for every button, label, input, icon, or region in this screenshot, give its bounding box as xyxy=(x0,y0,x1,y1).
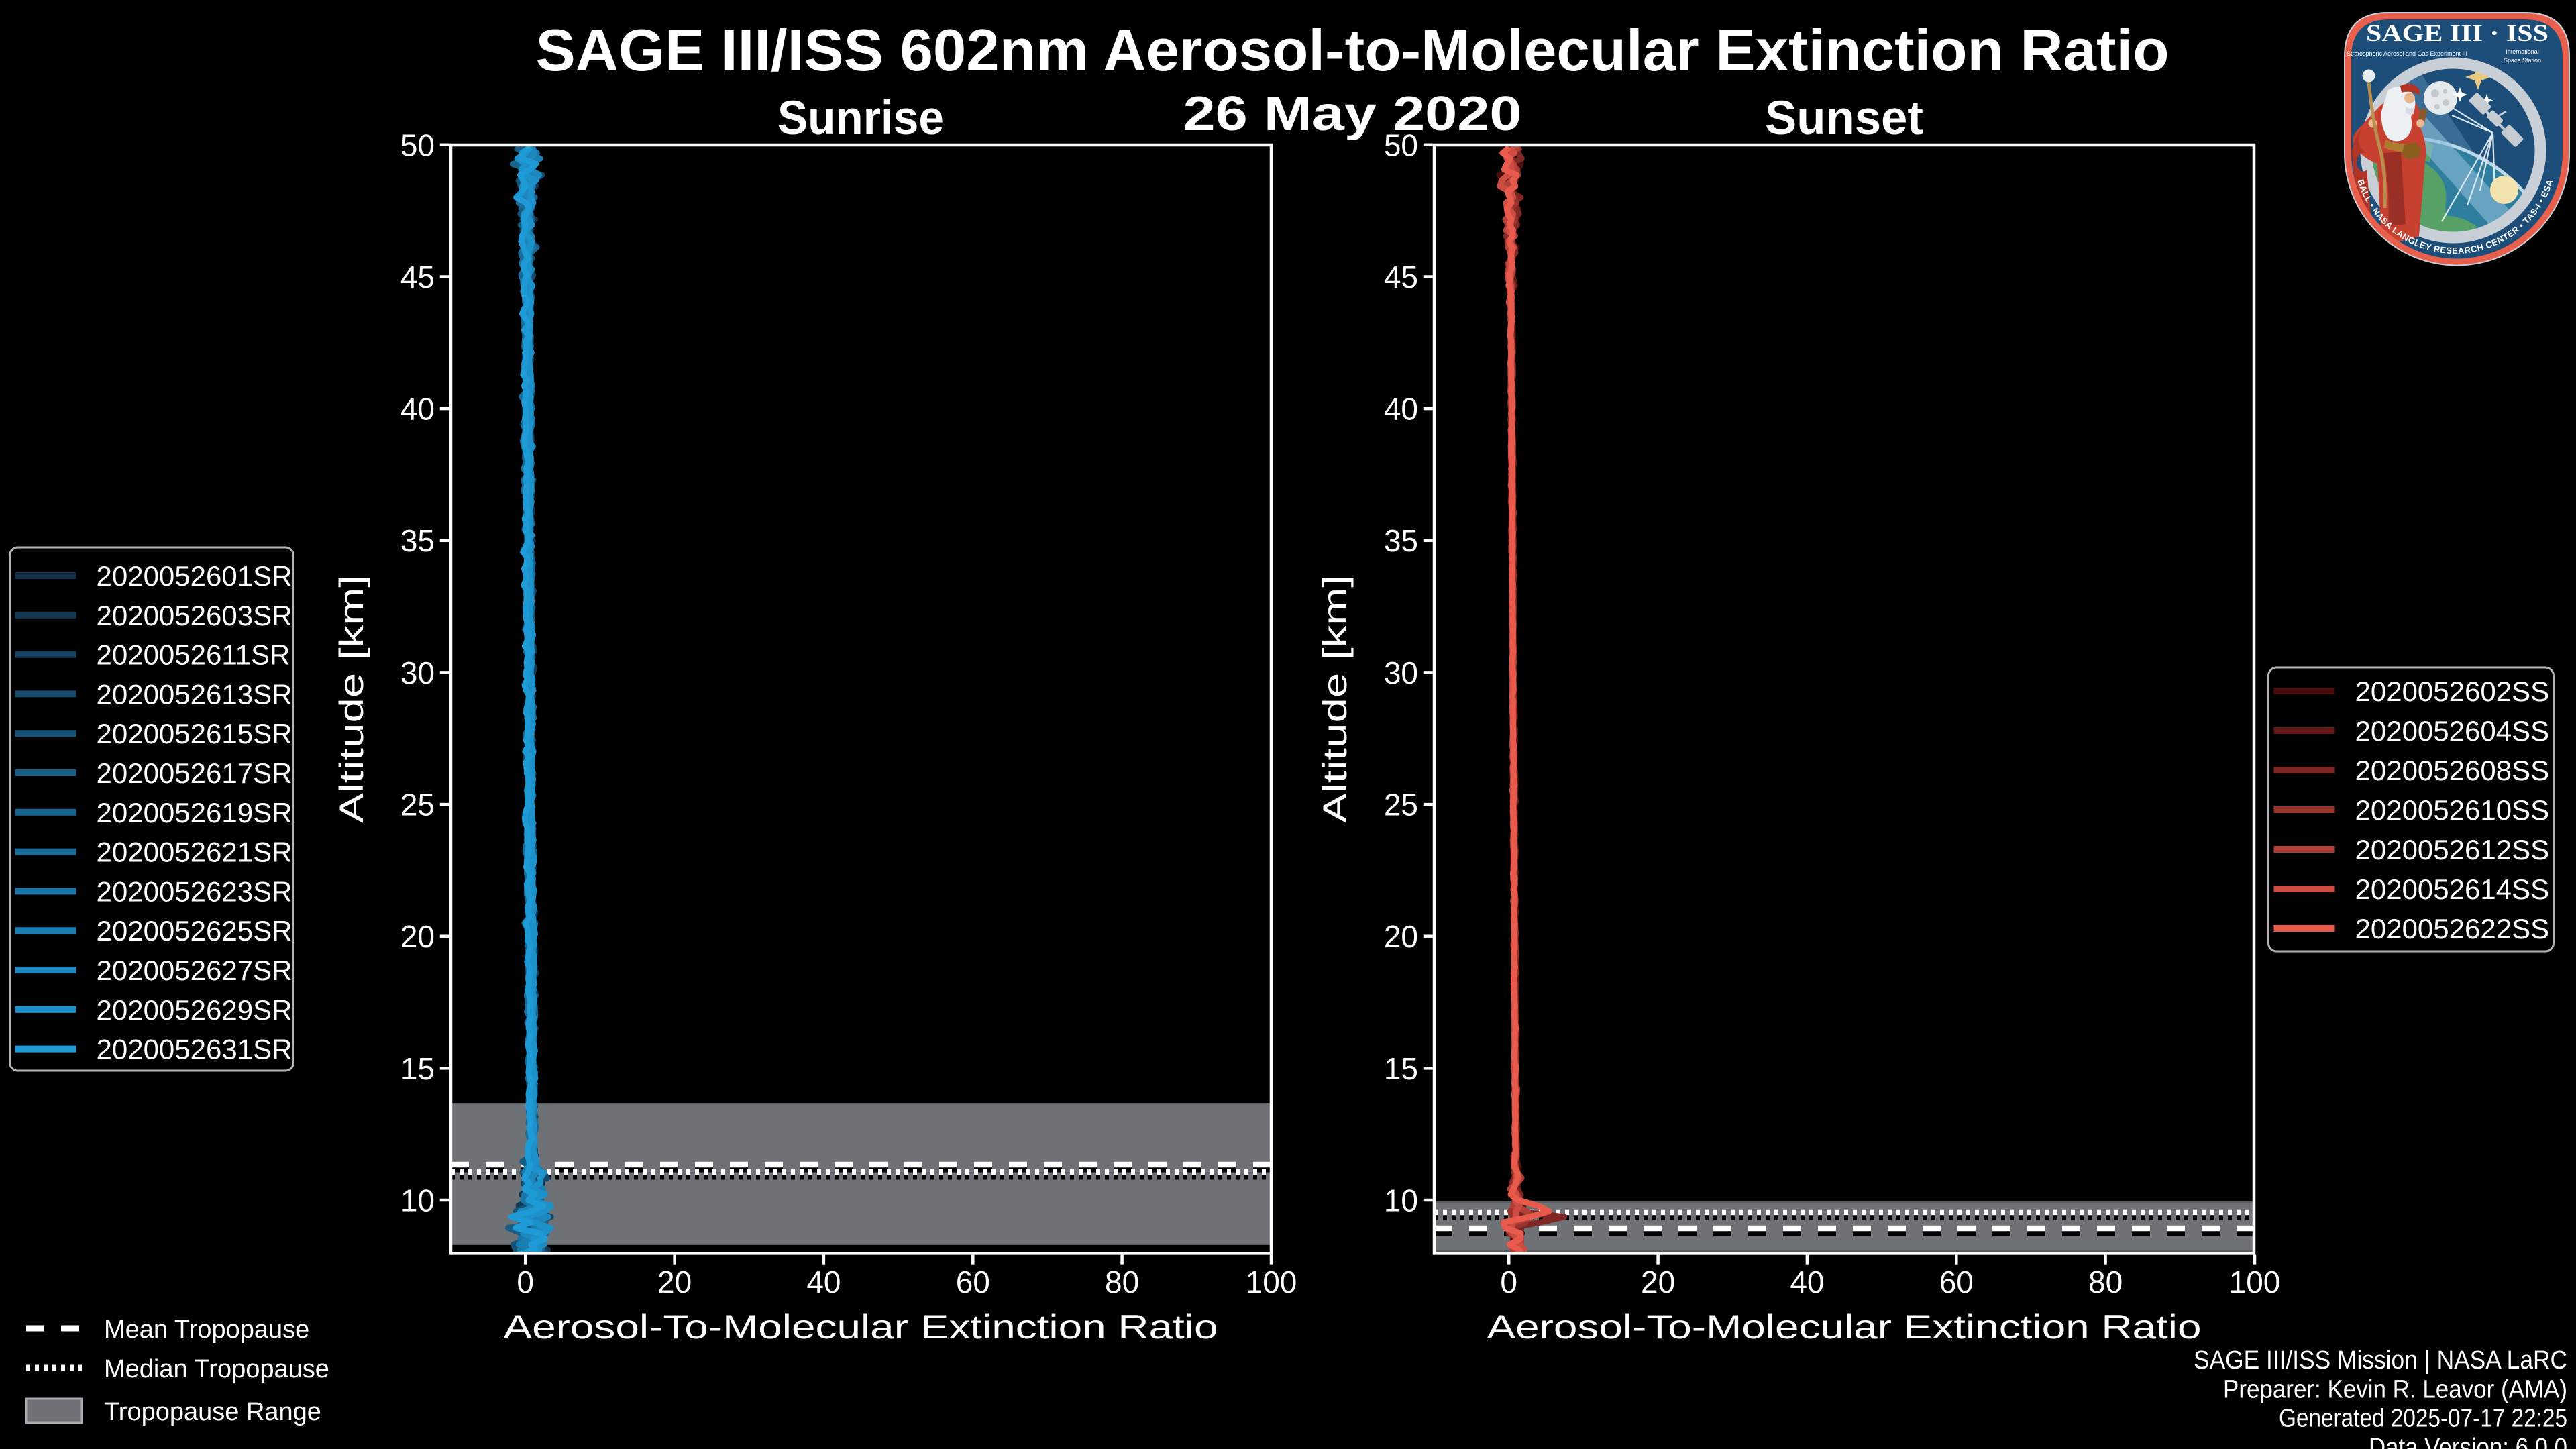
svg-text:10: 10 xyxy=(400,1183,435,1218)
svg-text:2020052603SR: 2020052603SR xyxy=(97,600,292,631)
svg-text:Preparer: Kevin R. Leavor (AMA: Preparer: Kevin R. Leavor (AMA) xyxy=(2223,1375,2567,1403)
svg-text:26 May 2020: 26 May 2020 xyxy=(1183,87,1522,141)
svg-text:40: 40 xyxy=(1790,1265,1824,1299)
svg-text:15: 15 xyxy=(400,1051,435,1086)
svg-text:Mean Tropopause: Mean Tropopause xyxy=(104,1316,309,1344)
svg-text:2020052619SR: 2020052619SR xyxy=(97,797,292,828)
svg-text:2020052629SR: 2020052629SR xyxy=(97,994,292,1026)
svg-text:2020052610SS: 2020052610SS xyxy=(2355,794,2550,826)
svg-text:International: International xyxy=(2506,48,2539,55)
svg-text:2020052621SR: 2020052621SR xyxy=(97,837,292,868)
svg-text:Tropopause Range: Tropopause Range xyxy=(104,1398,321,1426)
svg-text:2020052615SR: 2020052615SR xyxy=(97,718,292,749)
svg-text:40: 40 xyxy=(1384,392,1418,427)
svg-text:20: 20 xyxy=(657,1265,692,1299)
svg-text:25: 25 xyxy=(1384,788,1418,822)
svg-text:35: 35 xyxy=(1384,523,1418,558)
svg-text:Space Station: Space Station xyxy=(2504,57,2541,64)
svg-text:2020052604SS: 2020052604SS xyxy=(2355,715,2550,747)
svg-text:Sunset: Sunset xyxy=(1765,92,1923,145)
svg-text:20: 20 xyxy=(1641,1265,1675,1299)
svg-text:Altitude [km]: Altitude [km] xyxy=(1316,575,1354,823)
svg-text:Aerosol-To-Molecular Extinctio: Aerosol-To-Molecular Extinction Ratio xyxy=(504,1308,1218,1346)
svg-text:Generated 2025-07-17 22:25: Generated 2025-07-17 22:25 xyxy=(2279,1405,2567,1433)
svg-text:25: 25 xyxy=(400,788,435,822)
svg-text:100: 100 xyxy=(1246,1265,1297,1299)
svg-text:40: 40 xyxy=(400,392,435,427)
svg-text:Sunrise: Sunrise xyxy=(777,92,944,145)
svg-text:Data Version: 6.0.0: Data Version: 6.0.0 xyxy=(2369,1434,2567,1449)
svg-text:2020052602SS: 2020052602SS xyxy=(2355,676,2550,707)
svg-text:30: 30 xyxy=(1384,655,1418,690)
svg-text:SAGE III · ISS: SAGE III · ISS xyxy=(2366,19,2548,46)
svg-text:40: 40 xyxy=(806,1265,841,1299)
svg-text:35: 35 xyxy=(400,523,435,558)
svg-text:Altitude [km]: Altitude [km] xyxy=(333,575,370,823)
svg-text:100: 100 xyxy=(2229,1265,2281,1299)
svg-text:50: 50 xyxy=(400,127,435,162)
svg-text:60: 60 xyxy=(1939,1265,1974,1299)
svg-text:2020052631SR: 2020052631SR xyxy=(97,1034,292,1065)
svg-text:2020052625SR: 2020052625SR xyxy=(97,915,292,947)
svg-text:2020052623SR: 2020052623SR xyxy=(97,875,292,907)
svg-text:2020052612SS: 2020052612SS xyxy=(2355,834,2550,865)
svg-text:Median Tropopause: Median Tropopause xyxy=(104,1355,329,1383)
svg-text:SAGE III/ISS Mission | NASA La: SAGE III/ISS Mission | NASA LaRC xyxy=(2194,1346,2567,1375)
svg-text:2020052601SR: 2020052601SR xyxy=(97,560,292,592)
svg-text:45: 45 xyxy=(1384,260,1418,294)
svg-text:Aerosol-To-Molecular Extinctio: Aerosol-To-Molecular Extinction Ratio xyxy=(1487,1308,2202,1346)
svg-text:50: 50 xyxy=(1384,127,1418,162)
svg-text:2020052627SR: 2020052627SR xyxy=(97,955,292,986)
svg-text:60: 60 xyxy=(956,1265,990,1299)
svg-text:20: 20 xyxy=(400,919,435,954)
svg-text:0: 0 xyxy=(517,1265,534,1299)
svg-text:2020052611SR: 2020052611SR xyxy=(97,639,290,671)
svg-text:SAGE III/ISS 602nm Aerosol-to-: SAGE III/ISS 602nm Aerosol-to-Molecular … xyxy=(536,17,2169,83)
svg-text:20: 20 xyxy=(1384,919,1418,954)
svg-text:45: 45 xyxy=(400,260,435,294)
svg-text:2020052613SR: 2020052613SR xyxy=(97,678,292,710)
svg-text:80: 80 xyxy=(1105,1265,1139,1299)
svg-text:2020052608SS: 2020052608SS xyxy=(2355,755,2550,786)
svg-text:30: 30 xyxy=(400,655,435,690)
svg-text:10: 10 xyxy=(1384,1183,1418,1218)
svg-text:15: 15 xyxy=(1384,1051,1418,1086)
svg-text:2020052617SR: 2020052617SR xyxy=(97,757,292,789)
svg-text:2020052614SS: 2020052614SS xyxy=(2355,873,2550,905)
svg-text:0: 0 xyxy=(1500,1265,1517,1299)
svg-text:80: 80 xyxy=(2088,1265,2123,1299)
svg-text:2020052622SS: 2020052622SS xyxy=(2355,913,2550,945)
svg-text:Stratospheric Aerosol and Gas: Stratospheric Aerosol and Gas Experiment… xyxy=(2347,50,2467,57)
